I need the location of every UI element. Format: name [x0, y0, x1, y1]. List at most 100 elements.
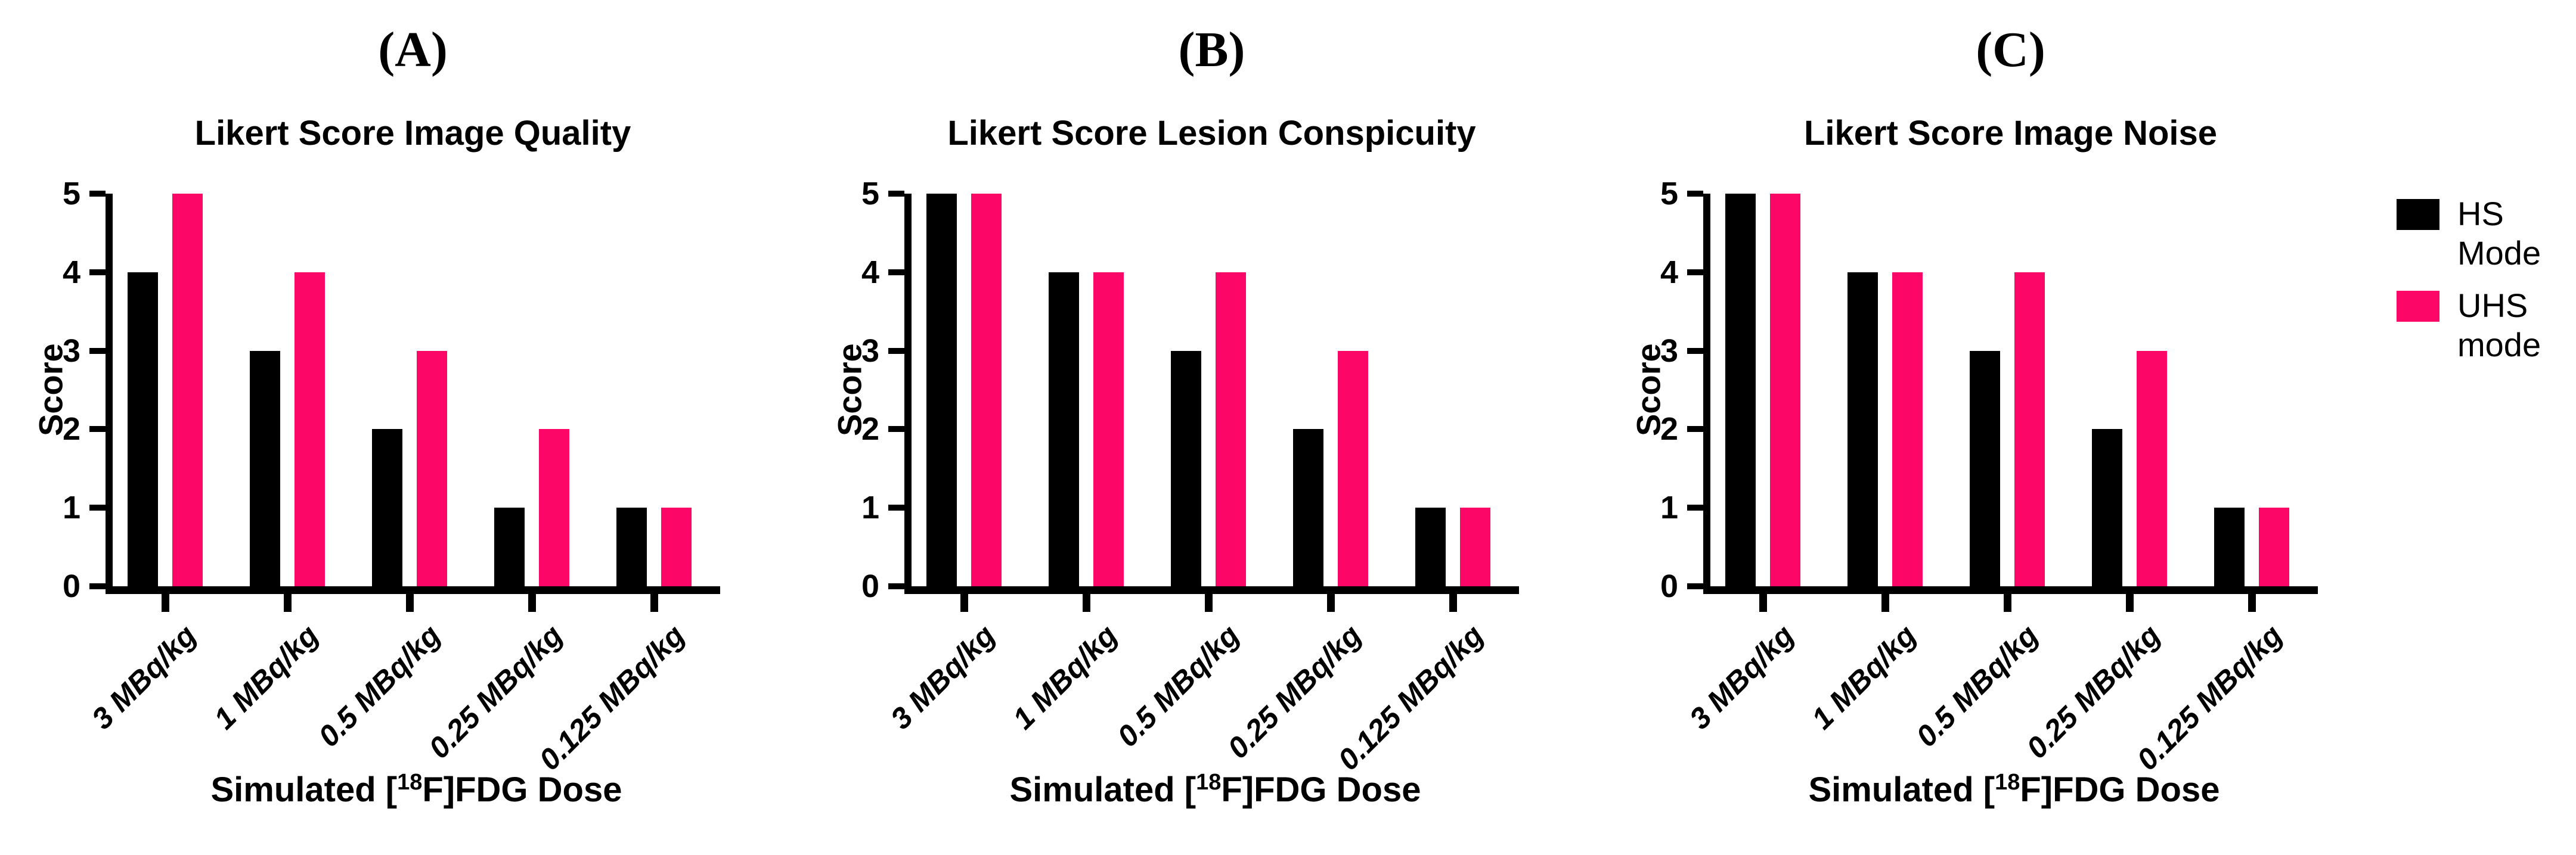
y-axis-tick-label-4: 4	[1660, 254, 1678, 290]
panel-b: (B) Likert Score Lesion Conspicuity Scor…	[799, 0, 1598, 855]
bar-uhs-mode-0-125-mbq-kg	[2259, 508, 2289, 586]
y-axis-tick-1	[888, 505, 904, 511]
chart-c-title: Likert Score Image Noise	[1803, 114, 2218, 153]
panel-c: (C) Likert Score Image Noise Score Simul…	[1598, 0, 2397, 855]
x-axis-title-superscript: 18	[1995, 770, 2020, 795]
x-axis-tick-0-25-mbq-kg	[1327, 594, 1335, 612]
chart-c-x-axis-title: Simulated [18F]FDG Dose	[1710, 770, 2318, 809]
bar-hs-mode-0-5-mbq-kg	[1970, 350, 2000, 586]
bar-uhs-mode-1-mbq-kg	[1093, 272, 1124, 586]
y-axis-tick-5	[89, 191, 106, 197]
y-axis-tick-1	[89, 505, 106, 511]
x-axis-tick-1-mbq-kg	[284, 594, 292, 612]
x-axis-title-prefix: Simulated [	[210, 770, 398, 809]
x-axis-title-suffix: F]FDG Dose	[1221, 770, 1421, 809]
bar-hs-mode-0-5-mbq-kg	[1171, 350, 1201, 586]
bar-uhs-mode-3-mbq-kg	[1770, 194, 1800, 586]
y-axis-tick-label-5: 5	[1660, 176, 1678, 212]
chart-a-y-axis-label: Score	[32, 343, 70, 437]
x-axis-category-label-3-mbq-kg: 3 MBq/kg	[1682, 618, 1800, 736]
y-axis-tick-2	[888, 426, 904, 433]
y-axis-tick-label-1: 1	[62, 490, 80, 526]
y-axis-tick-5	[888, 191, 904, 197]
bar-hs-mode-0-125-mbq-kg	[2214, 508, 2245, 586]
bar-uhs-mode-0-25-mbq-kg	[539, 429, 569, 586]
bar-hs-mode-0-125-mbq-kg	[616, 508, 647, 586]
bar-uhs-mode-3-mbq-kg	[172, 194, 203, 586]
x-axis-title-prefix: Simulated [	[1808, 770, 1995, 809]
x-axis-tick-0-125-mbq-kg	[1449, 594, 1457, 612]
x-axis-category-label-3-mbq-kg: 3 MBq/kg	[884, 618, 1002, 736]
hs-mode-label: HS Mode	[2457, 194, 2541, 273]
x-axis-title-prefix: Simulated [	[1009, 770, 1196, 809]
x-axis-category-label-3-mbq-kg: 3 MBq/kg	[85, 618, 203, 736]
bar-uhs-mode-0-25-mbq-kg	[2137, 350, 2167, 586]
bar-uhs-mode-0-5-mbq-kg	[1216, 272, 1246, 586]
x-axis-tick-0-125-mbq-kg	[650, 594, 658, 612]
uhs-mode-label: UHS mode	[2457, 286, 2541, 365]
chart-b-plot-area: Score Simulated [18F]FDG Dose 0 1 2 3 4 5 3 MB…	[831, 176, 1519, 807]
x-axis-tick-0-5-mbq-kg	[2004, 594, 2011, 612]
y-axis-tick-4	[1687, 269, 1703, 275]
y-axis-tick-0	[1687, 583, 1703, 589]
y-axis-tick-label-1: 1	[861, 490, 879, 526]
y-axis-tick-3	[888, 347, 904, 354]
x-axis-title-suffix: F]FDG Dose	[2020, 770, 2220, 809]
x-axis-title-suffix: F]FDG Dose	[422, 770, 622, 809]
uhs-mode-label-line1: UHS	[2457, 287, 2528, 324]
hs-mode-label-line1: HS	[2457, 195, 2504, 232]
x-axis-title-superscript: 18	[1196, 770, 1222, 795]
bar-hs-mode-1-mbq-kg	[1847, 272, 1878, 586]
bar-hs-mode-3-mbq-kg	[128, 272, 158, 586]
chart-c-plot-area: Score Simulated [18F]FDG Dose 0 1 2 3 4 5 3 MB…	[1630, 176, 2318, 807]
x-axis-tick-0-25-mbq-kg	[528, 594, 536, 612]
y-axis-tick-label-0: 0	[861, 568, 879, 604]
chart-a-x-axis-title: Simulated [18F]FDG Dose	[113, 770, 720, 809]
y-axis-tick-0	[89, 583, 106, 589]
x-axis-tick-0-25-mbq-kg	[2126, 594, 2134, 612]
y-axis-tick-label-0: 0	[1660, 568, 1678, 604]
x-axis-tick-1-mbq-kg	[1881, 594, 1889, 612]
uhs-mode-color-swatch	[2397, 291, 2439, 322]
y-axis-tick-label-5: 5	[861, 176, 879, 212]
y-axis-tick-label-0: 0	[62, 568, 80, 604]
bar-hs-mode-1-mbq-kg	[1049, 272, 1079, 586]
panel-a: (A) Likert Score Image Quality Score Sim…	[0, 0, 799, 855]
x-axis-title-superscript: 18	[397, 770, 423, 795]
y-axis-tick-label-4: 4	[62, 254, 80, 290]
y-axis-tick-2	[89, 426, 106, 433]
y-axis-tick-4	[888, 269, 904, 275]
x-axis-category-label-0-5-mbq-kg: 0.5 MBq/kg	[1909, 618, 2045, 754]
x-axis-category-label-1-mbq-kg: 1 MBq/kg	[207, 618, 325, 736]
x-axis-tick-0-5-mbq-kg	[1205, 594, 1213, 612]
legend-item-uhs-mode: UHS mode	[2397, 286, 2541, 365]
bar-uhs-mode-0-5-mbq-kg	[2014, 272, 2045, 586]
x-axis-tick-3-mbq-kg	[1759, 594, 1767, 612]
y-axis-tick-3	[1687, 347, 1703, 354]
panel-c-label: (C)	[1976, 22, 2045, 77]
legend-item-hs-mode: HS Mode	[2397, 194, 2541, 273]
x-axis-category-label-0-5-mbq-kg: 0.5 MBq/kg	[1111, 618, 1246, 754]
bar-hs-mode-0-25-mbq-kg	[1293, 429, 1323, 586]
x-axis-tick-0-5-mbq-kg	[406, 594, 414, 612]
y-axis-tick-label-3: 3	[62, 332, 80, 369]
bar-hs-mode-0-25-mbq-kg	[2092, 429, 2122, 586]
y-axis-tick-4	[89, 269, 106, 275]
bar-hs-mode-3-mbq-kg	[1725, 194, 1756, 586]
chart-a-title: Likert Score Image Quality	[194, 114, 631, 153]
x-axis-tick-3-mbq-kg	[960, 594, 968, 612]
y-axis-tick-5	[1687, 191, 1703, 197]
x-axis-tick-1-mbq-kg	[1083, 594, 1090, 612]
x-axis-category-label-1-mbq-kg: 1 MBq/kg	[1805, 618, 1923, 736]
hs-mode-label-line2: Mode	[2457, 234, 2541, 272]
panel-a-label: (A)	[378, 22, 448, 77]
bar-uhs-mode-0-5-mbq-kg	[417, 350, 447, 586]
y-axis-tick-3	[89, 347, 106, 354]
chart-b-x-axis-title: Simulated [18F]FDG Dose	[912, 770, 1519, 809]
y-axis-tick-label-2: 2	[62, 411, 80, 447]
x-axis-category-label-1-mbq-kg: 1 MBq/kg	[1006, 618, 1124, 736]
bar-hs-mode-3-mbq-kg	[926, 194, 957, 586]
chart-c-y-axis-label: Score	[1629, 343, 1667, 437]
chart-a-plot-area: Score Simulated [18F]FDG Dose 0 1 2 3 4 5 3 MB…	[32, 176, 720, 807]
